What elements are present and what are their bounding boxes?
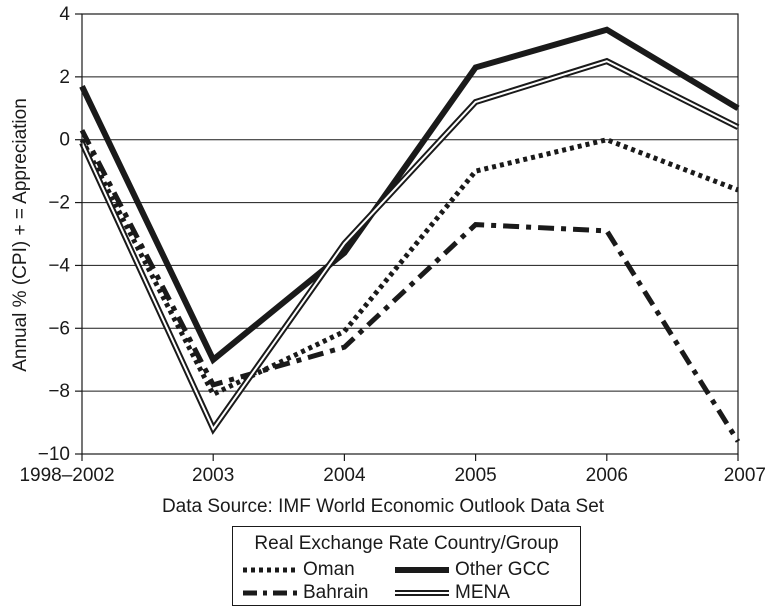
legend-label-other-gcc: Other GCC — [455, 559, 551, 580]
y-axis-title: Annual % (CPI) + = Appreciation — [10, 98, 31, 372]
series-line-mena-outer — [79, 57, 740, 435]
x-tick-label: 1998–2002 — [19, 465, 114, 486]
x-tick-label: 2006 — [586, 465, 628, 486]
y-tick-label: 4 — [59, 4, 70, 25]
y-tick-label: −2 — [48, 193, 70, 214]
data-source-note: Data Source: IMF World Economic Outlook … — [161, 496, 605, 517]
legend-swatch-bahrain — [243, 590, 297, 596]
x-tick-label: 2007 — [724, 465, 766, 486]
legend-label-mena: MENA — [455, 582, 510, 603]
legend-item-other-gcc: Other GCC — [393, 559, 578, 581]
series-line-mena-inner — [81, 60, 739, 431]
series-lines — [79, 26, 741, 443]
series-line-mena — [79, 57, 740, 435]
legend-item-mena: MENA — [393, 582, 578, 604]
series-line-other-gcc — [79, 26, 740, 365]
legend-item-bahrain: Bahrain — [241, 582, 391, 604]
legend: Real Exchange Rate Country/Group Oman Ot… — [232, 526, 581, 606]
legend-swatch-oman — [243, 567, 297, 573]
axes — [75, 13, 739, 461]
legend-swatch-mena — [395, 590, 449, 596]
y-tick-label: −10 — [38, 444, 70, 465]
legend-title: Real Exchange Rate Country/Group — [254, 533, 559, 554]
legend-swatch-other-gcc — [395, 567, 449, 573]
y-tick-label: −8 — [48, 381, 70, 402]
y-tick-label: 0 — [59, 130, 70, 151]
x-tick-label: 2003 — [192, 465, 234, 486]
y-tick-label: −6 — [48, 318, 70, 339]
y-tick-label: −4 — [48, 255, 70, 276]
gridlines — [82, 76, 738, 392]
y-tick-label: 2 — [59, 67, 70, 88]
series-line-bahrain — [79, 129, 741, 443]
legend-label-oman: Oman — [303, 559, 355, 580]
x-tick-label: 2005 — [454, 465, 496, 486]
x-tick-label: 2004 — [323, 465, 366, 486]
plot-frame — [81, 13, 739, 455]
legend-label-bahrain: Bahrain — [303, 582, 369, 603]
legend-item-oman: Oman — [241, 559, 391, 581]
